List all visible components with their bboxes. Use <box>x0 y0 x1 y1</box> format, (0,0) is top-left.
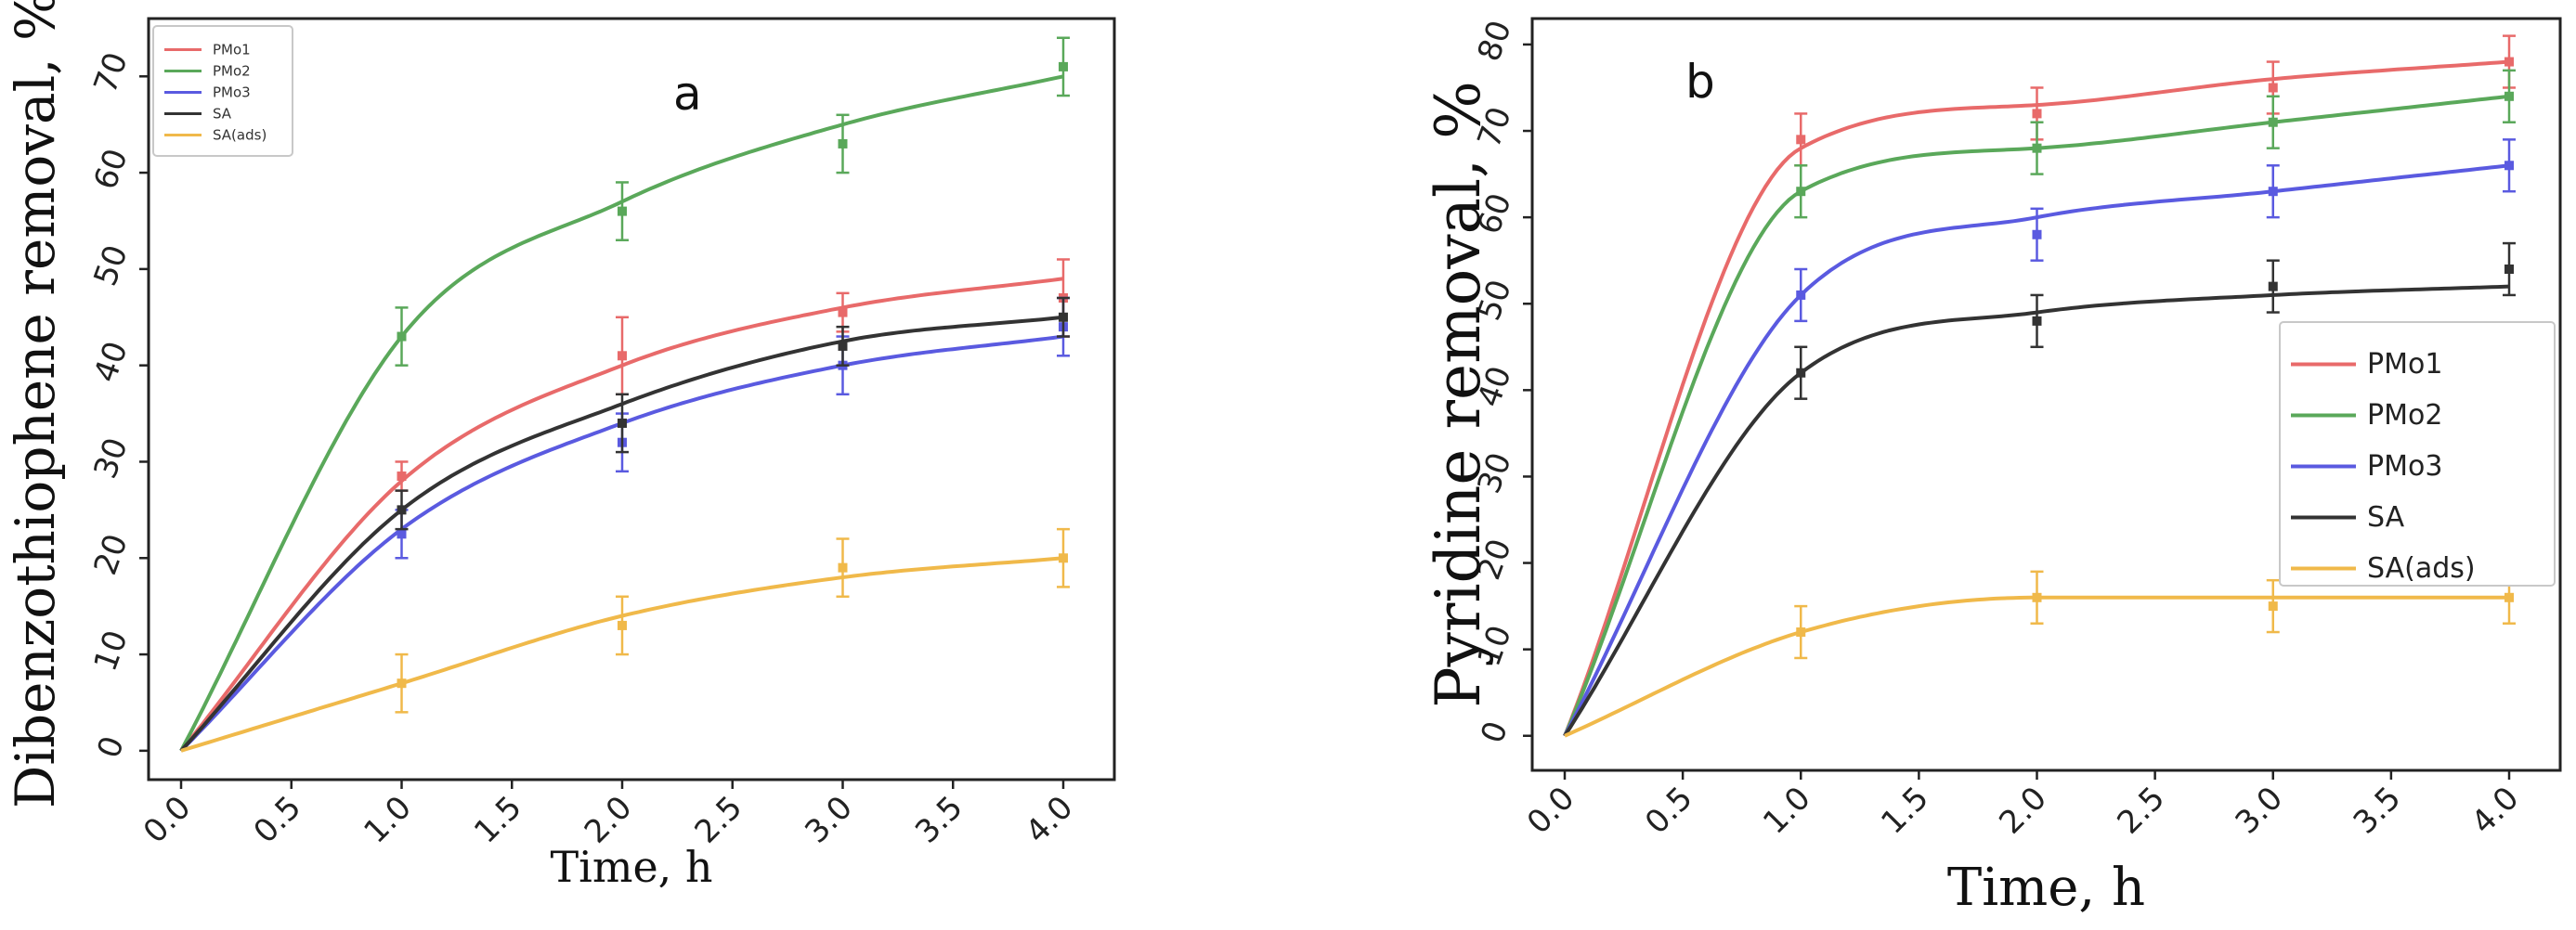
legend-label: PMo2 <box>2367 399 2442 432</box>
x-tick-label: 2.0 <box>1992 780 2054 842</box>
data-point <box>2032 143 2042 153</box>
x-tick-label: 3.0 <box>798 789 860 851</box>
y-tick-label: 70 <box>86 47 135 97</box>
legend: PMo1 PMo2 PMo3 SA SA(ads) <box>152 25 293 157</box>
data-point <box>397 529 407 539</box>
legend-label: SA <box>2367 501 2405 534</box>
data-point <box>2032 109 2042 119</box>
data-point <box>2268 83 2278 93</box>
data-point <box>1796 135 1806 145</box>
panel-letter: b <box>1685 55 1715 109</box>
x-axis-label: Time, h <box>550 842 712 892</box>
data-point <box>618 206 627 216</box>
x-tick-label: 3.0 <box>2229 780 2291 842</box>
legend-label: PMo3 <box>2367 450 2442 483</box>
y-axis-label: Dibenzothiophene removal, % <box>4 0 67 808</box>
series-pmo2 <box>1563 69 2516 737</box>
series-sa <box>1563 241 2516 737</box>
y-tick-label: 50 <box>86 240 135 291</box>
data-point <box>2032 229 2042 239</box>
data-point <box>1059 553 1068 563</box>
y-tick-label: 20 <box>86 529 135 579</box>
data-point <box>838 562 848 573</box>
x-tick-label: 1.5 <box>1874 780 1936 842</box>
y-tick-label: 60 <box>86 144 135 194</box>
data-point <box>2032 316 2042 326</box>
data-point <box>1059 61 1068 71</box>
legend-box <box>152 25 293 157</box>
panel-letter: a <box>673 67 702 121</box>
data-point <box>2504 91 2514 101</box>
y-tick-label: 30 <box>86 433 135 484</box>
series-sa <box>179 296 1070 753</box>
data-point <box>1796 368 1806 378</box>
legend-label: SA <box>213 106 232 123</box>
y-axis-label: Pyridine removal, % <box>1423 81 1494 708</box>
y-tick-label: 40 <box>86 337 135 387</box>
panel-a: 0.0 0.5 1.0 1.5 2.0 2.5 3.0 3.5 4.00102030405060… <box>4 0 1116 892</box>
plot-frame <box>1530 17 2562 772</box>
legend-label: SA(ads) <box>213 127 267 144</box>
data-point <box>2504 57 2514 67</box>
x-tick-label: 1.0 <box>357 789 419 851</box>
data-point <box>838 341 848 351</box>
series-pmo3 <box>1563 138 2516 737</box>
data-point <box>1796 187 1806 197</box>
legend-label: PMo1 <box>2367 348 2442 381</box>
data-point <box>1796 627 1806 638</box>
panel-b: 0.0 0.5 1.0 1.5 2.0 2.5 3.0 3.5 4.00102030405060… <box>1423 16 2562 918</box>
x-axis-label: Time, h <box>1947 858 2145 918</box>
data-point <box>2504 161 2514 171</box>
data-point <box>2032 592 2042 602</box>
legend: PMo1 PMo2 PMo3 SA SA(ads) <box>2279 321 2556 587</box>
data-point <box>838 138 848 149</box>
legend-label: PMo3 <box>213 84 251 101</box>
series-saads <box>180 527 1070 753</box>
data-point <box>397 678 407 689</box>
series-pmo1 <box>1563 34 2516 737</box>
data-point <box>1059 312 1068 322</box>
x-tick-label: 3.5 <box>908 789 970 851</box>
x-tick-label: 4.0 <box>1019 789 1081 851</box>
legend-label: SA(ads) <box>2367 552 2476 585</box>
data-point <box>838 307 848 317</box>
legend-label: PMo1 <box>213 42 251 58</box>
data-point <box>397 331 407 342</box>
x-tick-label: 0.5 <box>1638 780 1700 842</box>
y-tick-label: 0 <box>1474 717 1516 748</box>
series-pmo1 <box>179 258 1070 753</box>
series-saads <box>1564 570 2516 738</box>
x-tick-label: 0.5 <box>247 789 309 851</box>
x-tick-label: 0.0 <box>1520 780 1582 842</box>
x-tick-label: 0.0 <box>137 789 199 851</box>
data-point <box>618 620 627 630</box>
data-point <box>2268 601 2278 612</box>
x-tick-label: 1.0 <box>1756 780 1818 842</box>
series-pmo2 <box>179 36 1070 752</box>
legend-label: PMo2 <box>213 63 251 80</box>
x-tick-label: 3.5 <box>2347 780 2409 842</box>
data-point <box>618 418 627 428</box>
legend-box <box>2279 321 2556 587</box>
data-point <box>2504 265 2514 274</box>
y-tick-label: 80 <box>1470 16 1518 66</box>
x-tick-label: 2.5 <box>2110 780 2172 842</box>
data-point <box>2504 592 2514 602</box>
data-point <box>2268 117 2278 127</box>
x-tick-label: 4.0 <box>2465 780 2527 842</box>
data-point <box>2268 281 2278 291</box>
data-point <box>618 351 627 361</box>
y-tick-label: 0 <box>90 731 132 763</box>
data-point <box>397 471 407 482</box>
data-point <box>397 505 407 515</box>
data-point <box>1796 290 1806 300</box>
data-point <box>2268 187 2278 197</box>
y-tick-label: 10 <box>86 626 135 676</box>
x-tick-label: 1.5 <box>467 789 529 851</box>
plot-frame <box>147 17 1116 781</box>
